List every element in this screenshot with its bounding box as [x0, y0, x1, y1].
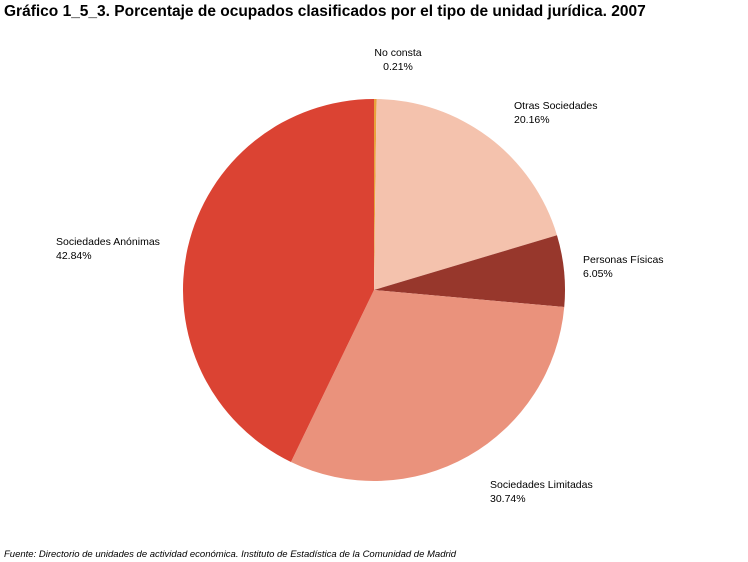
slice-label-personas-fisicas: Personas Físicas 6.05% — [583, 253, 664, 281]
slice-label-name: Personas Físicas — [583, 254, 664, 266]
slice-label-name: Sociedades Anónimas — [56, 236, 160, 248]
slice-label-value: 20.16% — [514, 114, 550, 126]
pie-slice-no-consta — [374, 99, 377, 290]
slice-label-value: 42.84% — [56, 250, 92, 262]
slice-label-value: 6.05% — [583, 268, 613, 280]
slice-label-value: 0.21% — [383, 61, 413, 73]
slice-label-value: 30.74% — [490, 493, 526, 505]
slice-label-name: Otras Sociedades — [514, 100, 598, 112]
pie-slice-otras-sociedades — [374, 99, 557, 291]
source-note: Fuente: Directorio de unidades de activi… — [4, 549, 457, 560]
slice-label-otras-sociedades: Otras Sociedades 20.16% — [514, 99, 597, 127]
slice-label-sociedades-limitadas: Sociedades Limitadas 30.74% — [490, 478, 593, 506]
slice-label-name: No consta — [374, 47, 422, 59]
pie-slice-sociedades-anonimas — [182, 99, 374, 462]
pie-slice-personas-fisicas — [374, 235, 565, 308]
slice-label-sociedades-anonimas: Sociedades Anónimas 42.84% — [56, 235, 160, 263]
pie-slice-sociedades-limitadas — [290, 290, 565, 482]
slice-label-name: Sociedades Limitadas — [490, 479, 593, 491]
chart-title: Gráfico 1_5_3. Porcentaje de ocupados cl… — [4, 3, 646, 20]
slice-label-no-consta: No consta 0.21% — [356, 46, 440, 74]
